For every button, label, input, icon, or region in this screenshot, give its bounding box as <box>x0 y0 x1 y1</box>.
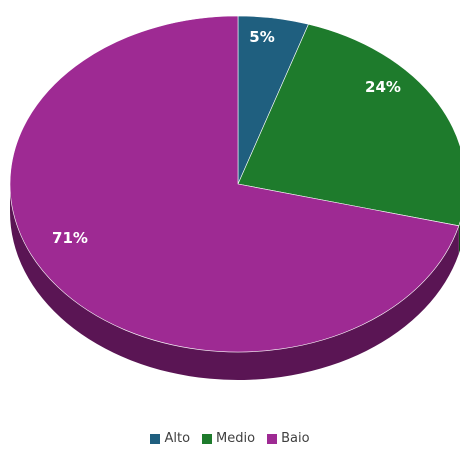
data-label-baio: 71% <box>52 229 88 247</box>
legend: Alto Medio Baio <box>0 431 460 446</box>
legend-label-alto: Alto <box>164 431 191 446</box>
pie-top-layer <box>9 15 460 353</box>
data-labels-layer: 5% 24% 71% <box>52 28 401 247</box>
legend-swatch-medio <box>202 433 213 444</box>
legend-swatch-baio <box>267 433 278 444</box>
pie-slice-baio <box>9 15 460 353</box>
legend-item-medio: Medio <box>202 431 255 446</box>
pie-slice-medio <box>237 23 460 227</box>
pie-side-baio <box>9 184 459 381</box>
legend-label-medio: Medio <box>216 431 256 446</box>
data-label-medio: 24% <box>365 78 401 96</box>
legend-item-alto: Alto <box>150 431 190 446</box>
legend-swatch-alto <box>150 433 161 444</box>
data-label-alto: 5% <box>249 28 274 46</box>
legend-label-baio: Baio <box>281 431 310 446</box>
legend-item-baio: Baio <box>267 431 310 446</box>
